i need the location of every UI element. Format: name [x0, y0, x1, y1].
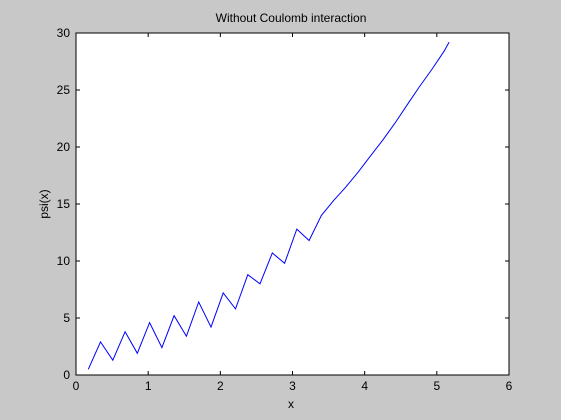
- data-point: [308, 240, 309, 241]
- data-point: [382, 140, 383, 141]
- data-point: [370, 156, 371, 157]
- data-point: [272, 252, 273, 253]
- y-tick-label: 20: [57, 140, 71, 154]
- chart-title: Without Coulomb interaction: [216, 11, 367, 25]
- data-point: [394, 122, 395, 123]
- data-point: [223, 292, 224, 293]
- data-point: [186, 336, 187, 337]
- x-tick-label: 4: [361, 379, 368, 393]
- data-series-line: [87, 41, 450, 370]
- data-point: [419, 86, 420, 87]
- data-point: [259, 283, 260, 284]
- data-point: [284, 263, 285, 264]
- plot-area: [75, 32, 510, 376]
- data-point: [443, 51, 444, 52]
- data-point: [161, 347, 162, 348]
- data-point: [333, 200, 334, 201]
- y-axis-title: psi(x): [37, 189, 51, 218]
- data-point: [431, 69, 432, 70]
- x-tick-label: 2: [217, 379, 224, 393]
- data-point: [137, 353, 138, 354]
- data-point: [149, 322, 150, 323]
- y-tick-label: 15: [57, 197, 71, 211]
- x-axis-title: x: [288, 397, 294, 411]
- ticks-layer: 0 1 2 3 4 5 6 0 5 10 15 20 25 30: [57, 26, 513, 393]
- y-tick-label: 0: [63, 368, 70, 382]
- data-point: [296, 228, 297, 229]
- y-tick-label: 10: [57, 254, 71, 268]
- x-tick-label: 0: [73, 379, 80, 393]
- data-point: [407, 104, 408, 105]
- data-point: [247, 274, 248, 275]
- data-point: [345, 186, 346, 187]
- data-point: [88, 369, 89, 370]
- data-point: [174, 315, 175, 316]
- x-tick-label: 6: [506, 379, 513, 393]
- x-tick-label: 5: [433, 379, 440, 393]
- data-point: [449, 42, 450, 43]
- data-point: [112, 360, 113, 361]
- data-point: [358, 171, 359, 172]
- y-tick-label: 5: [63, 311, 70, 325]
- data-point: [124, 331, 125, 332]
- data-point: [210, 327, 211, 328]
- y-tick-label: 30: [57, 26, 71, 40]
- x-tick-label: 3: [289, 379, 296, 393]
- data-point: [235, 308, 236, 309]
- data-point: [321, 215, 322, 216]
- data-point: [198, 301, 199, 302]
- y-tick-label: 25: [57, 83, 71, 97]
- x-tick-label: 1: [145, 379, 152, 393]
- data-point: [100, 341, 101, 342]
